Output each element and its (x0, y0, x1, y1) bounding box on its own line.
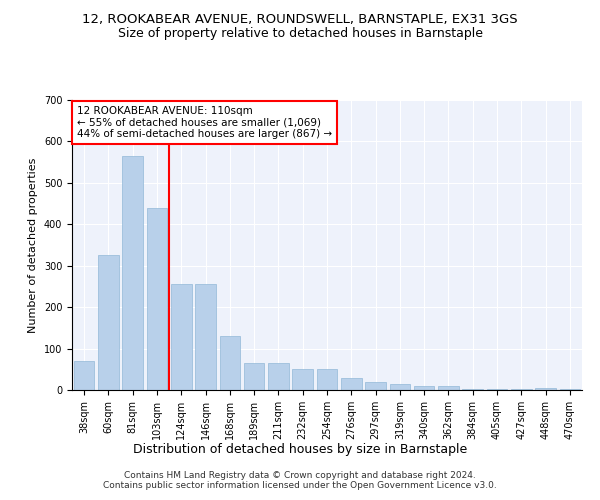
Bar (365, 382, 386, 390)
Bar (146, 208, 167, 390)
Text: Distribution of detached houses by size in Barnstaple: Distribution of detached houses by size … (133, 442, 467, 456)
Bar (98, 256, 119, 390)
Bar (463, 389, 483, 390)
Bar (560, 389, 580, 390)
Bar (74, 361, 94, 390)
Text: 12, ROOKABEAR AVENUE, ROUNDSWELL, BARNSTAPLE, EX31 3GS: 12, ROOKABEAR AVENUE, ROUNDSWELL, BARNST… (82, 12, 518, 26)
Bar (292, 370, 313, 390)
Text: Contains HM Land Registry data © Crown copyright and database right 2024.
Contai: Contains HM Land Registry data © Crown c… (103, 470, 497, 490)
Bar (341, 378, 362, 390)
Bar (414, 386, 434, 390)
Bar (511, 389, 532, 390)
Bar (487, 389, 508, 390)
Y-axis label: Number of detached properties: Number of detached properties (28, 158, 38, 332)
Bar (220, 336, 240, 390)
Bar (438, 386, 459, 390)
Bar (317, 370, 337, 390)
Bar (535, 388, 556, 390)
Bar (122, 156, 143, 390)
Bar (195, 284, 216, 390)
Bar (389, 384, 410, 390)
Bar (268, 363, 289, 390)
Text: Size of property relative to detached houses in Barnstaple: Size of property relative to detached ho… (118, 28, 482, 40)
Bar (244, 363, 265, 390)
Text: 12 ROOKABEAR AVENUE: 110sqm
← 55% of detached houses are smaller (1,069)
44% of : 12 ROOKABEAR AVENUE: 110sqm ← 55% of det… (77, 106, 332, 139)
Bar (171, 284, 191, 390)
